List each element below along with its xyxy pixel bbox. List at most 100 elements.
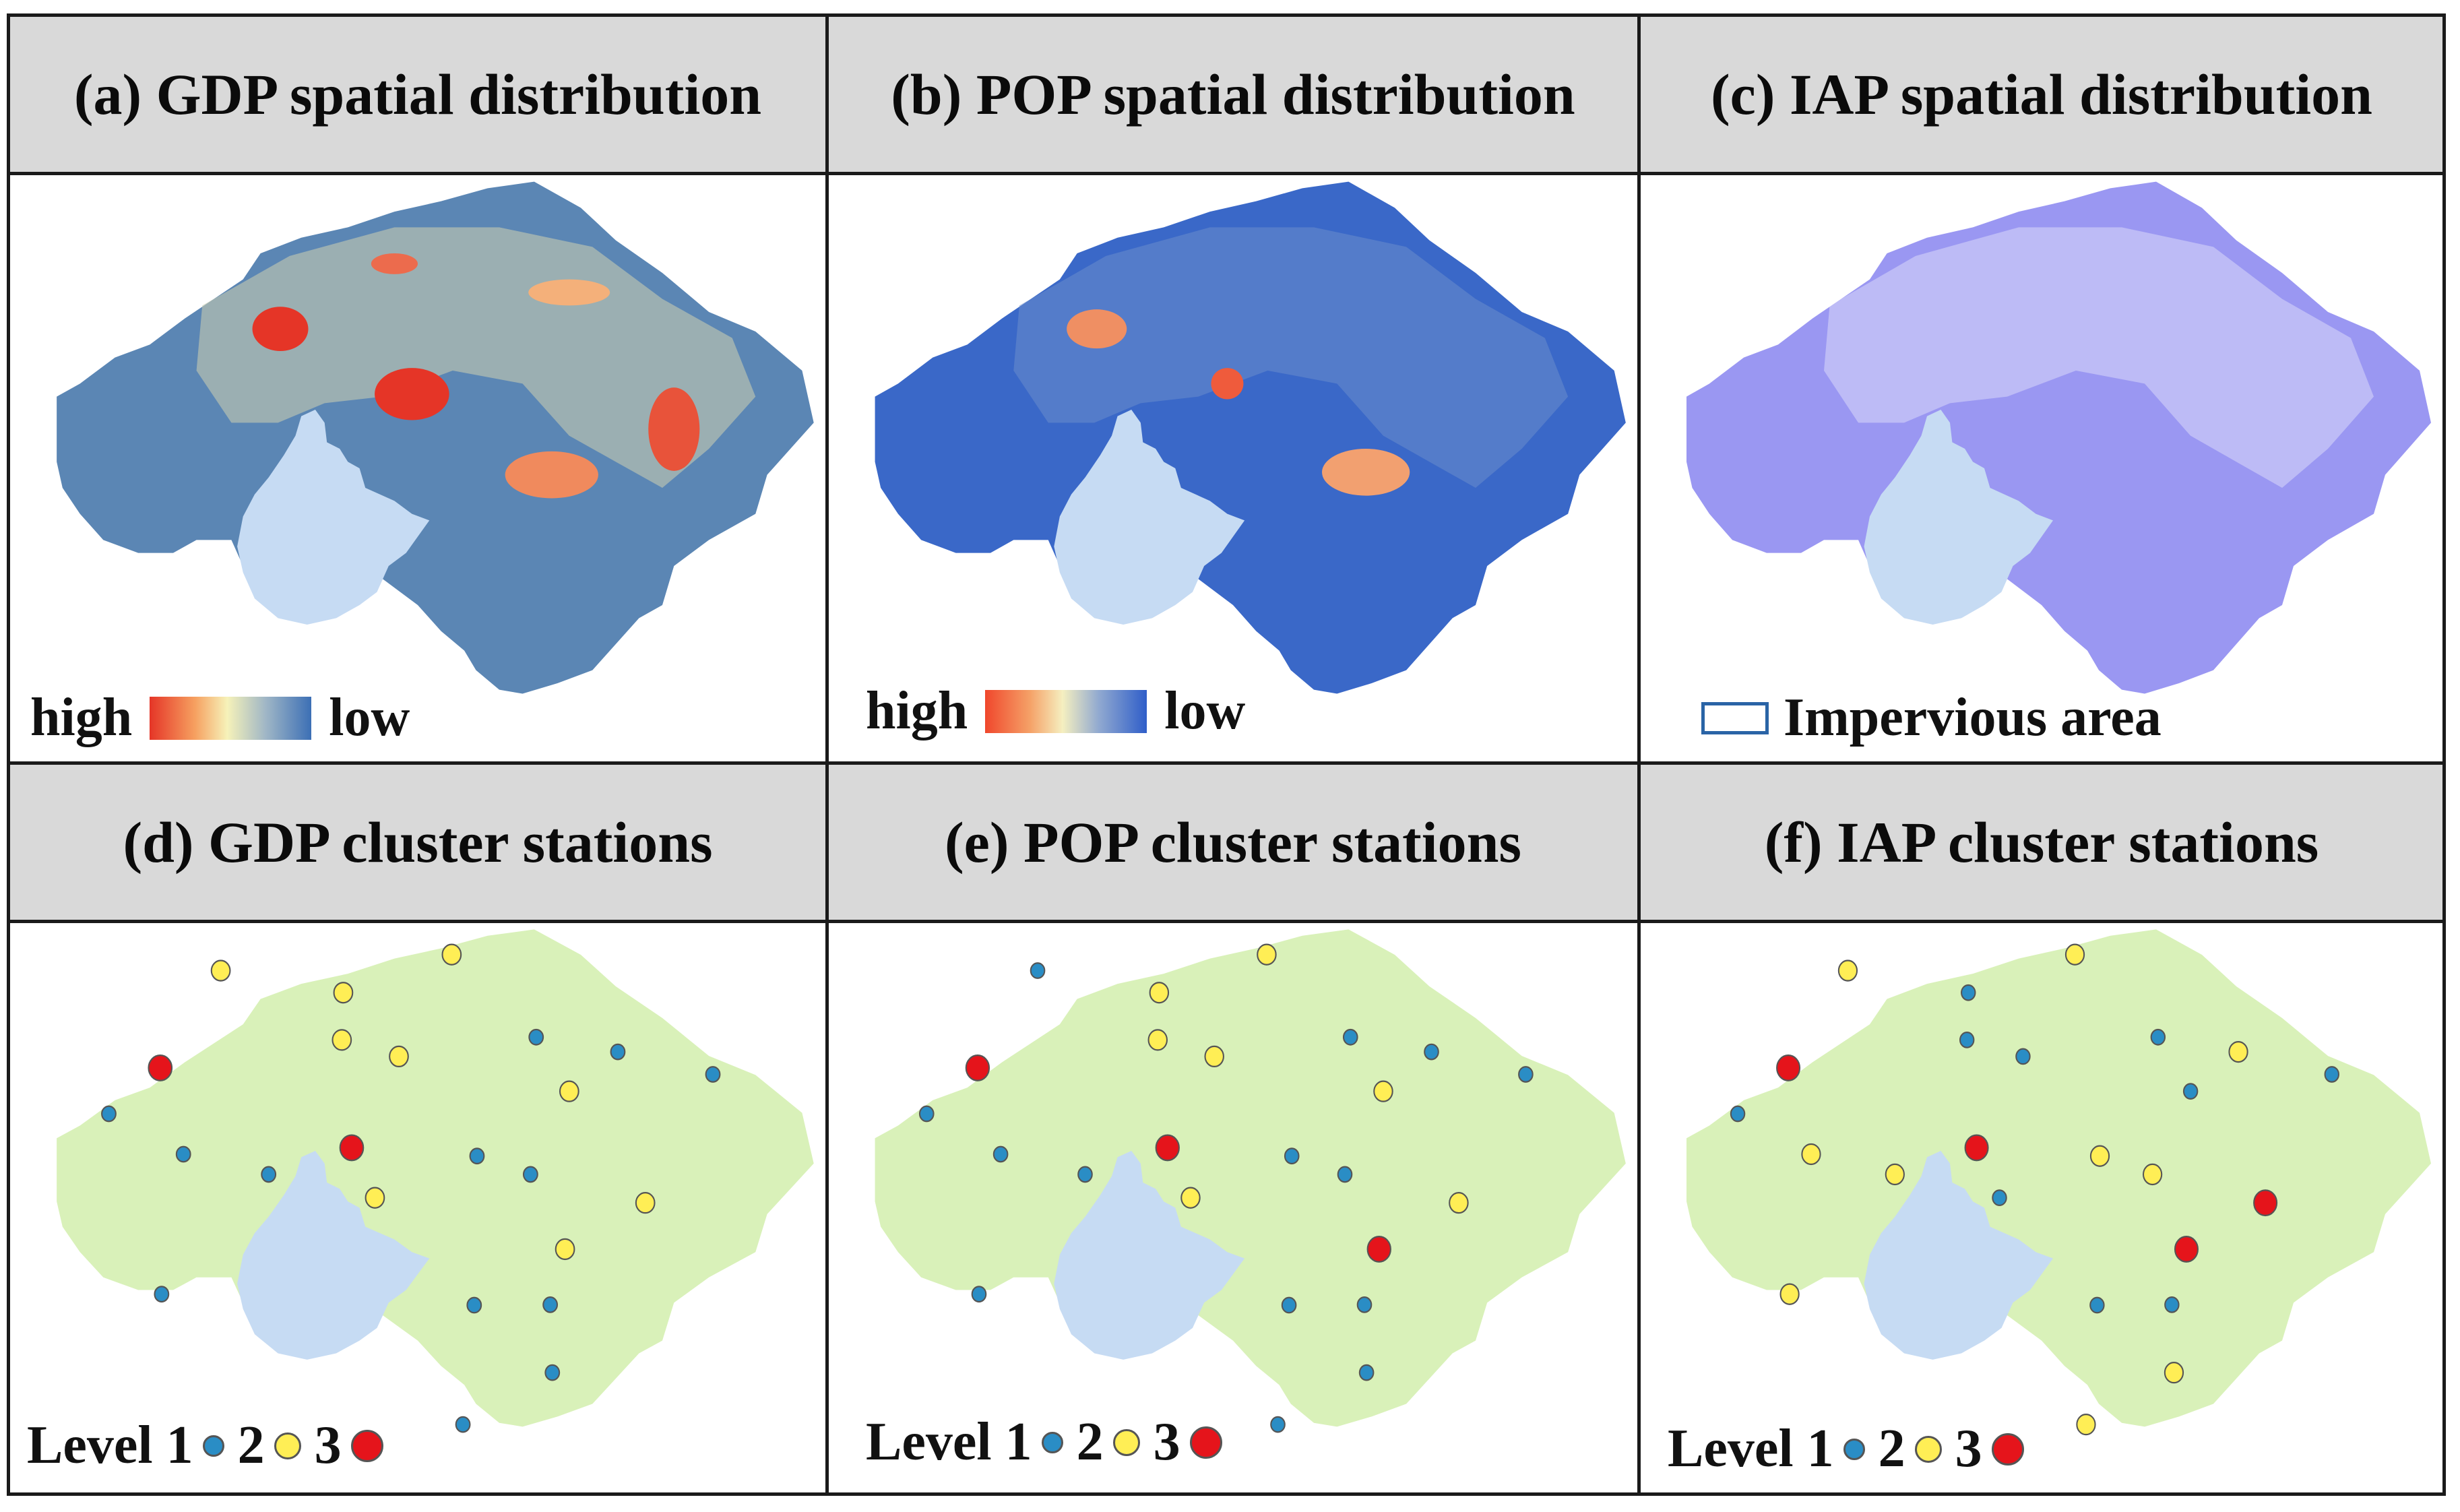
gdp-hotspot <box>505 451 598 499</box>
station-level1 <box>1730 1105 1746 1123</box>
pop-color-ramp <box>985 689 1147 733</box>
station-level2 <box>2064 943 2085 966</box>
panel-f-map: Level 1 2 3 <box>1637 920 2446 1496</box>
panel-e-map: Level 1 2 3 <box>825 920 1641 1496</box>
level3-dot-icon <box>1189 1426 1222 1459</box>
gdp-hotspot <box>252 307 309 351</box>
pop-cluster-legend: Level 1 2 3 <box>866 1412 1236 1473</box>
station-level2 <box>1180 1187 1201 1209</box>
panel-e-header: (e) POP cluster stations <box>825 761 1641 923</box>
station-level1 <box>1077 1166 1093 1183</box>
level3-dot-icon <box>350 1429 383 1462</box>
legend-level1-label: Level 1 <box>27 1416 193 1475</box>
station-level1 <box>261 1166 277 1183</box>
panel-b-title: (b) POP spatial distribution <box>891 62 1575 127</box>
legend-level2-label: 2 <box>237 1416 265 1475</box>
station-level3 <box>1776 1054 1801 1081</box>
station-level1 <box>2164 1296 2180 1313</box>
station-level1 <box>544 1364 561 1381</box>
iap-cluster-legend: Level 1 2 3 <box>1668 1418 2038 1480</box>
iap-impervious-zone <box>1824 227 2374 488</box>
iap-map <box>1686 181 2431 694</box>
station-level1 <box>175 1145 191 1163</box>
station-level2 <box>365 1187 385 1209</box>
station-level2 <box>1149 982 1170 1004</box>
level2-dot-icon <box>274 1432 301 1459</box>
station-level3 <box>1366 1236 1391 1263</box>
pop-cluster-map <box>875 929 1626 1433</box>
station-level2 <box>1885 1163 1905 1186</box>
station-level2 <box>2228 1040 2248 1063</box>
station-level3 <box>339 1134 365 1162</box>
level1-dot-icon <box>1041 1431 1063 1453</box>
iap-legend: Impervious area <box>1701 687 2162 749</box>
level1-dot-icon <box>1843 1438 1865 1460</box>
legend-level3-label: 3 <box>1955 1419 1982 1478</box>
impervious-swatch <box>1701 701 1769 734</box>
gdp-hotspot <box>371 253 418 274</box>
station-level2 <box>1837 959 1858 982</box>
station-level1 <box>542 1296 559 1313</box>
pop-hotspot <box>1067 309 1127 349</box>
panel-a-map: high low <box>7 172 829 765</box>
station-level1 <box>1030 962 1046 979</box>
gdp-map <box>57 181 814 694</box>
station-level2 <box>210 959 231 982</box>
station-level2 <box>559 1080 579 1102</box>
panel-c-title: (c) IAP spatial distribution <box>1711 62 2372 127</box>
station-level1 <box>971 1286 987 1303</box>
station-level1 <box>466 1296 482 1314</box>
gdp-hotspot <box>648 387 700 471</box>
gdp-color-ramp <box>150 696 312 740</box>
legend-level3-label: 3 <box>1153 1412 1180 1472</box>
panel-d-title: (d) GDP cluster stations <box>123 810 713 875</box>
station-level2 <box>1449 1192 1469 1214</box>
station-level2 <box>635 1192 656 1214</box>
gdp-hotspot <box>375 368 449 420</box>
legend-level1-label: Level 1 <box>1668 1419 1834 1478</box>
panel-c-header: (c) IAP spatial distribution <box>1637 13 2446 175</box>
panel-f-header: (f) IAP cluster stations <box>1637 761 2446 923</box>
station-level3 <box>965 1054 990 1081</box>
panel-b-map: high low <box>825 172 1641 765</box>
station-level2 <box>2142 1163 2163 1186</box>
station-level1 <box>1959 1031 1975 1048</box>
station-level1 <box>1992 1189 2007 1207</box>
panel-a-header: (a) GDP spatial distribution <box>7 13 829 175</box>
station-level1 <box>2089 1296 2105 1314</box>
station-level1 <box>1961 984 1976 1001</box>
pop-legend-low: low <box>1164 681 1246 741</box>
station-level2 <box>389 1045 409 1068</box>
station-level1 <box>1284 1147 1300 1165</box>
panel-f-title: (f) IAP cluster stations <box>1764 810 2319 875</box>
cluster-region <box>1686 929 2431 1427</box>
panel-b-header: (b) POP spatial distribution <box>825 13 1641 175</box>
pop-urban-zone <box>1013 227 1569 488</box>
station-level1 <box>154 1286 170 1303</box>
cluster-region <box>875 929 1626 1427</box>
station-level2 <box>1204 1045 1224 1068</box>
gdp-legend-low: low <box>329 688 410 747</box>
panel-a-title: (a) GDP spatial distribution <box>73 62 762 127</box>
station-level1 <box>522 1166 538 1183</box>
panel-d-header: (d) GDP cluster stations <box>7 761 829 923</box>
station-level3 <box>1964 1134 1989 1162</box>
station-level2 <box>333 982 354 1004</box>
station-level2 <box>555 1238 575 1261</box>
station-level1 <box>610 1043 626 1061</box>
station-level1 <box>2324 1066 2339 1083</box>
cluster-region <box>57 929 814 1427</box>
station-level2 <box>332 1029 352 1051</box>
panel-c-map: Impervious area <box>1637 172 2446 765</box>
station-level3 <box>148 1054 173 1081</box>
station-level1 <box>992 1145 1009 1163</box>
station-level3 <box>2174 1236 2199 1263</box>
legend-level3-label: 3 <box>314 1416 342 1475</box>
level3-dot-icon <box>1991 1432 2024 1466</box>
station-level1 <box>1270 1416 1286 1433</box>
pop-hotspot <box>1211 368 1244 400</box>
legend-level1-label: Level 1 <box>866 1412 1032 1472</box>
panel-d-map: Level 1 2 3 <box>7 920 829 1496</box>
station-level2 <box>1801 1143 1821 1166</box>
station-level2 <box>2164 1362 2184 1384</box>
